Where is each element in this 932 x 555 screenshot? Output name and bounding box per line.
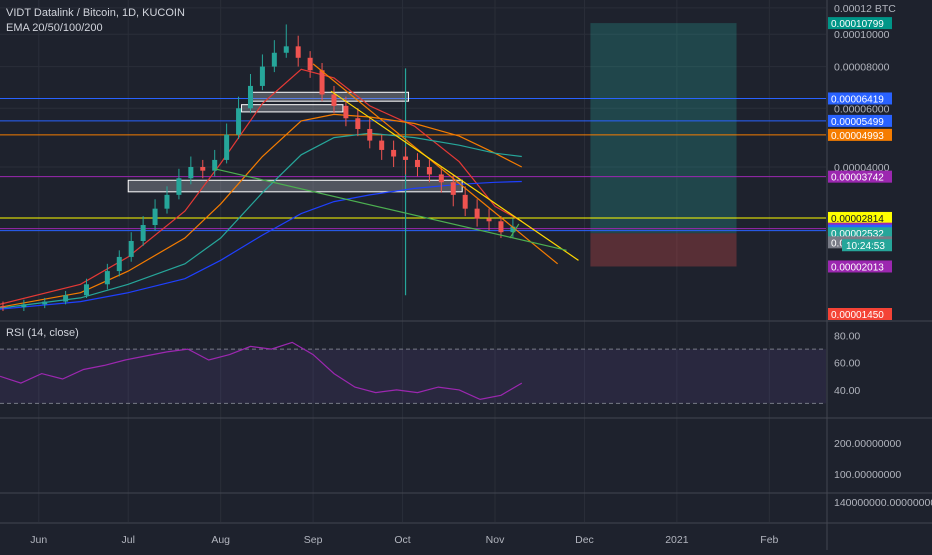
price-label-text: 0.00002532: [831, 229, 884, 240]
price-label-tag: [828, 128, 892, 141]
ema-indicator-legend[interactable]: EMA 20/50/100/200: [6, 22, 103, 34]
volume-axis-tick-label: 200.00000000: [834, 438, 901, 450]
rsi-axis-tick-label: 60.00: [834, 358, 860, 370]
price-label-text: 0.00001450: [831, 310, 884, 321]
candle-body[interactable]: [42, 301, 48, 305]
trendline[interactable]: [509, 223, 520, 239]
candle-body[interactable]: [486, 218, 492, 222]
price-label-text: 0.00003742: [831, 173, 884, 184]
candle-body[interactable]: [355, 118, 361, 129]
candle-body[interactable]: [152, 208, 158, 226]
ema-line: [0, 113, 523, 308]
rsi-band-fill: [0, 349, 826, 404]
rsi-axis-tick-label: 80.00: [834, 331, 860, 343]
price-label-text: 0.00004993: [831, 131, 884, 142]
candle-body[interactable]: [379, 140, 385, 150]
long-position-target-zone[interactable]: [590, 23, 737, 234]
time-axis-tick-label: Feb: [760, 534, 778, 546]
price-axis-tick-label: 0.00006000: [834, 103, 890, 115]
candle-body[interactable]: [176, 178, 182, 195]
rsi-axis-tick-label: 40.00: [834, 385, 860, 397]
price-label-tag: [828, 92, 892, 105]
time-axis-tick-label: 2021: [665, 534, 689, 546]
candle-body[interactable]: [331, 94, 337, 106]
candle-body[interactable]: [391, 149, 397, 157]
chart-title: VIDT Datalink / Bitcoin, 1D, KUCOIN: [6, 7, 185, 19]
time-axis-tick-label: Jul: [122, 534, 135, 546]
price-label-tag: [828, 260, 892, 273]
candle-body[interactable]: [236, 108, 242, 135]
price-label-tag: [828, 170, 892, 183]
candle-body[interactable]: [438, 174, 444, 183]
time-axis-tick-label: Dec: [575, 534, 594, 546]
candle-body[interactable]: [462, 194, 468, 209]
bar-countdown-timer: 10:24:53: [846, 241, 885, 252]
candle-body[interactable]: [212, 159, 218, 171]
candle-body[interactable]: [510, 226, 516, 233]
candle-body[interactable]: [224, 134, 230, 160]
long-position-stop-zone[interactable]: [590, 233, 737, 267]
support-resistance-zone[interactable]: [241, 104, 344, 113]
candle-body[interactable]: [426, 166, 432, 175]
candle-body[interactable]: [343, 105, 349, 119]
candle-body[interactable]: [128, 240, 134, 257]
time-axis-tick-label: Nov: [486, 534, 505, 546]
candle-body[interactable]: [474, 208, 480, 219]
price-label-tag: [828, 308, 892, 320]
price-label-tag: [828, 114, 892, 127]
trendline[interactable]: [312, 63, 559, 265]
candle-body[interactable]: [498, 221, 504, 233]
candle-body[interactable]: [188, 166, 194, 179]
candle-body[interactable]: [104, 271, 110, 285]
price-label-text: 0.00002013: [831, 262, 884, 273]
candle-body[interactable]: [140, 225, 146, 241]
candle-body[interactable]: [247, 85, 253, 109]
volume-axis-tick-label: 140000000.00000000: [834, 497, 932, 509]
price-axis-tick-label: 0.00008000: [834, 62, 890, 74]
trendline[interactable]: [214, 168, 567, 251]
candle-body[interactable]: [21, 304, 27, 308]
candle-body[interactable]: [283, 46, 289, 53]
time-axis-tick-label: Sep: [304, 534, 323, 546]
time-axis-tick-label: Aug: [211, 534, 230, 546]
candle-body[interactable]: [319, 70, 325, 95]
candle-body[interactable]: [271, 52, 277, 67]
candle-body[interactable]: [63, 295, 69, 302]
price-label-text: 0.00002814: [831, 214, 884, 225]
price-label-text: 0.00010799: [831, 19, 884, 30]
price-label-tag: [828, 227, 892, 240]
rsi-line: [0, 341, 523, 401]
ema-line: [0, 132, 522, 309]
price-label-tag: [828, 211, 892, 224]
trendline[interactable]: [330, 90, 579, 261]
price-label-text: 0.00006419: [831, 94, 884, 105]
price-axis-tick-label: 0.00012 BTC: [834, 3, 896, 15]
candle-body[interactable]: [116, 256, 122, 272]
candle-body[interactable]: [200, 166, 206, 171]
candle-body[interactable]: [307, 57, 313, 71]
price-axis-tick-label: 0.00010000: [834, 29, 890, 41]
candle-body[interactable]: [83, 284, 89, 296]
candle-body[interactable]: [367, 128, 373, 141]
time-axis-tick-label: Jun: [30, 534, 47, 546]
candle-body[interactable]: [403, 156, 409, 160]
price-label-text: 0.00005499: [831, 117, 884, 128]
ema-line: [0, 68, 523, 305]
candle-body[interactable]: [295, 46, 301, 58]
candle-body[interactable]: [259, 66, 265, 86]
candle-body[interactable]: [0, 306, 6, 308]
candle-body[interactable]: [450, 182, 456, 195]
price-label-tag: [828, 17, 892, 30]
rsi-indicator-legend[interactable]: RSI (14, close): [6, 327, 79, 339]
candle-body[interactable]: [164, 194, 170, 209]
candle-body[interactable]: [414, 159, 420, 167]
ema-line: [0, 180, 522, 310]
volume-axis-tick-label: 100.00000000: [834, 469, 901, 481]
time-axis-tick-label: Oct: [394, 534, 410, 546]
countdown-tag: [842, 239, 892, 252]
